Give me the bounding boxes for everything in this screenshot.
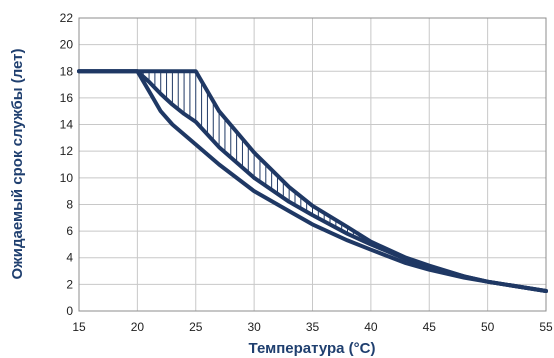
series-line-1 — [77, 69, 548, 293]
y-axis-title: Ожидаемый срок службы (лет) — [9, 48, 26, 279]
y-tick-label: 6 — [66, 224, 73, 238]
x-tick-label: 25 — [189, 320, 203, 334]
x-tick-label: 55 — [539, 320, 553, 334]
x-tick-label: 40 — [364, 320, 378, 334]
y-tick-label: 22 — [60, 11, 74, 25]
y-tick-label: 12 — [60, 144, 74, 158]
y-tick-label: 14 — [60, 118, 74, 132]
x-tick-label: 35 — [306, 320, 320, 334]
series-lines — [77, 69, 548, 293]
y-tick-label: 20 — [60, 38, 74, 52]
x-axis-title: Температура (°С) — [249, 340, 376, 357]
x-tick-label: 45 — [423, 320, 437, 334]
x-tick-label: 30 — [247, 320, 261, 334]
y-tick-label: 18 — [60, 64, 74, 78]
tick-labels: 15 20 25 30 35 40 45 50 55 0 2 4 6 8 10 12 14 16 18 20 22 — [60, 11, 553, 334]
y-tick-label: 10 — [60, 171, 74, 185]
series-line-3 — [77, 69, 548, 293]
y-tick-label: 4 — [66, 251, 73, 265]
y-tick-label: 16 — [60, 91, 74, 105]
x-tick-label: 20 — [131, 320, 145, 334]
x-tick-label: 50 — [481, 320, 495, 334]
plot-frame — [78, 17, 547, 312]
x-tick-label: 15 — [72, 320, 86, 334]
grid — [78, 17, 547, 312]
y-tick-label: 2 — [66, 277, 73, 291]
y-tick-label: 8 — [66, 197, 73, 211]
y-tick-label: 0 — [66, 304, 73, 318]
